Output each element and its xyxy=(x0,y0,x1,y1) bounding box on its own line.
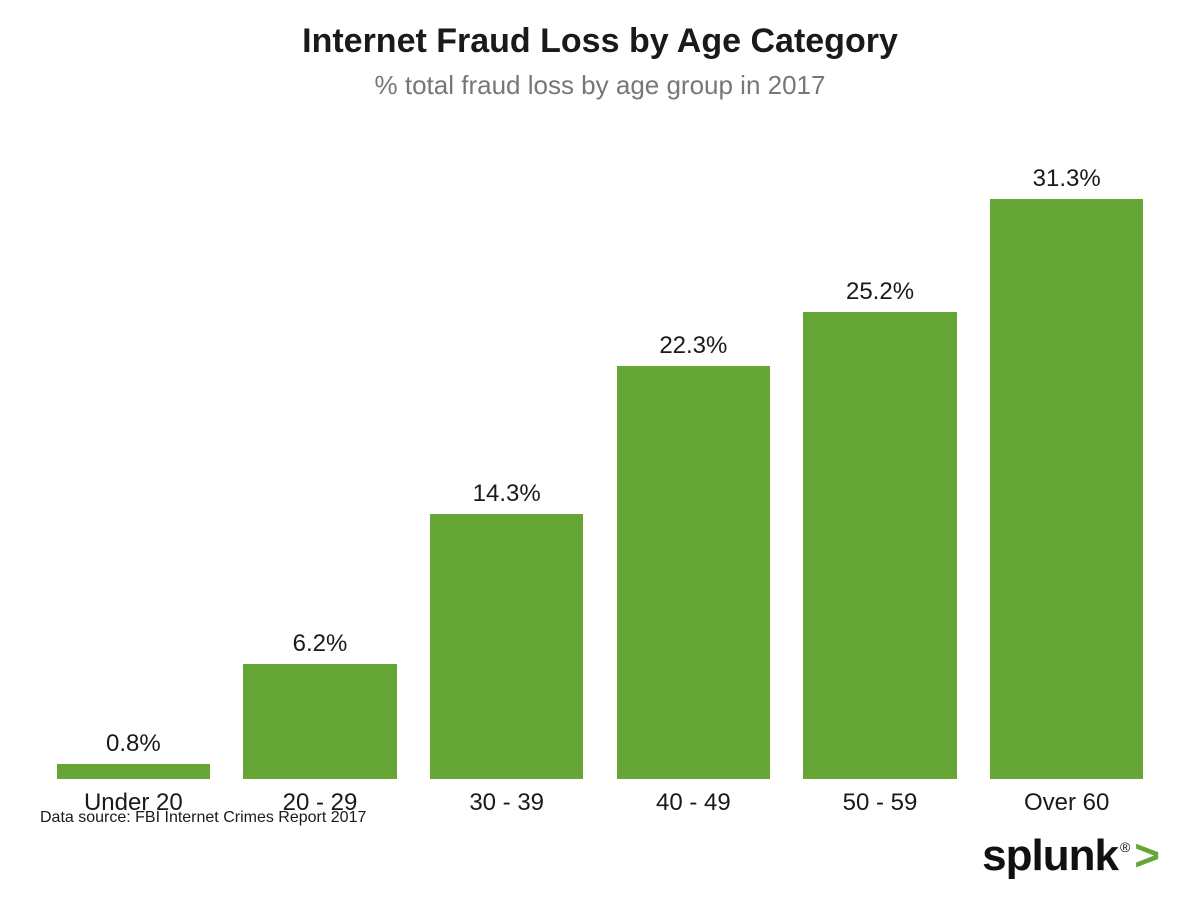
category-label: Over 60 xyxy=(973,789,1160,817)
registered-mark: ® xyxy=(1120,839,1130,855)
bar xyxy=(990,199,1143,779)
data-source-text: Data source: FBI Internet Crimes Report … xyxy=(40,809,366,827)
category-label: 40 - 49 xyxy=(600,789,787,817)
chart-container: Internet Fraud Loss by Age Category % to… xyxy=(0,0,1200,899)
bar-value-label: 14.3% xyxy=(473,480,541,508)
chart-subtitle: % total fraud loss by age group in 2017 xyxy=(0,70,1200,101)
bar-slot: 31.3%Over 60 xyxy=(973,130,1160,779)
chart-title: Internet Fraud Loss by Age Category xyxy=(0,22,1200,61)
bar-value-label: 6.2% xyxy=(293,630,348,658)
bar-slot: 0.8%Under 20 xyxy=(40,130,227,779)
bar-value-label: 31.3% xyxy=(1033,165,1101,193)
bar xyxy=(243,664,396,779)
logo-wordmark: splunk xyxy=(982,831,1118,881)
bar-slot: 25.2%50 - 59 xyxy=(787,130,974,779)
category-label: 50 - 59 xyxy=(787,789,974,817)
bar-value-label: 0.8% xyxy=(106,730,161,758)
bar-slot: 14.3%30 - 39 xyxy=(413,130,600,779)
plot-area: 0.8%Under 206.2%20 - 2914.3%30 - 3922.3%… xyxy=(40,130,1160,779)
bar-slot: 6.2%20 - 29 xyxy=(227,130,414,779)
chevron-icon: > xyxy=(1134,831,1160,881)
category-label: 30 - 39 xyxy=(413,789,600,817)
bar-value-label: 22.3% xyxy=(659,332,727,360)
bar xyxy=(803,312,956,779)
bar xyxy=(617,366,770,780)
bar-slot: 22.3%40 - 49 xyxy=(600,130,787,779)
bars-row: 0.8%Under 206.2%20 - 2914.3%30 - 3922.3%… xyxy=(40,130,1160,779)
bar-value-label: 25.2% xyxy=(846,278,914,306)
splunk-logo: splunk® > xyxy=(982,831,1160,881)
bar xyxy=(57,764,210,779)
bar xyxy=(430,514,583,779)
